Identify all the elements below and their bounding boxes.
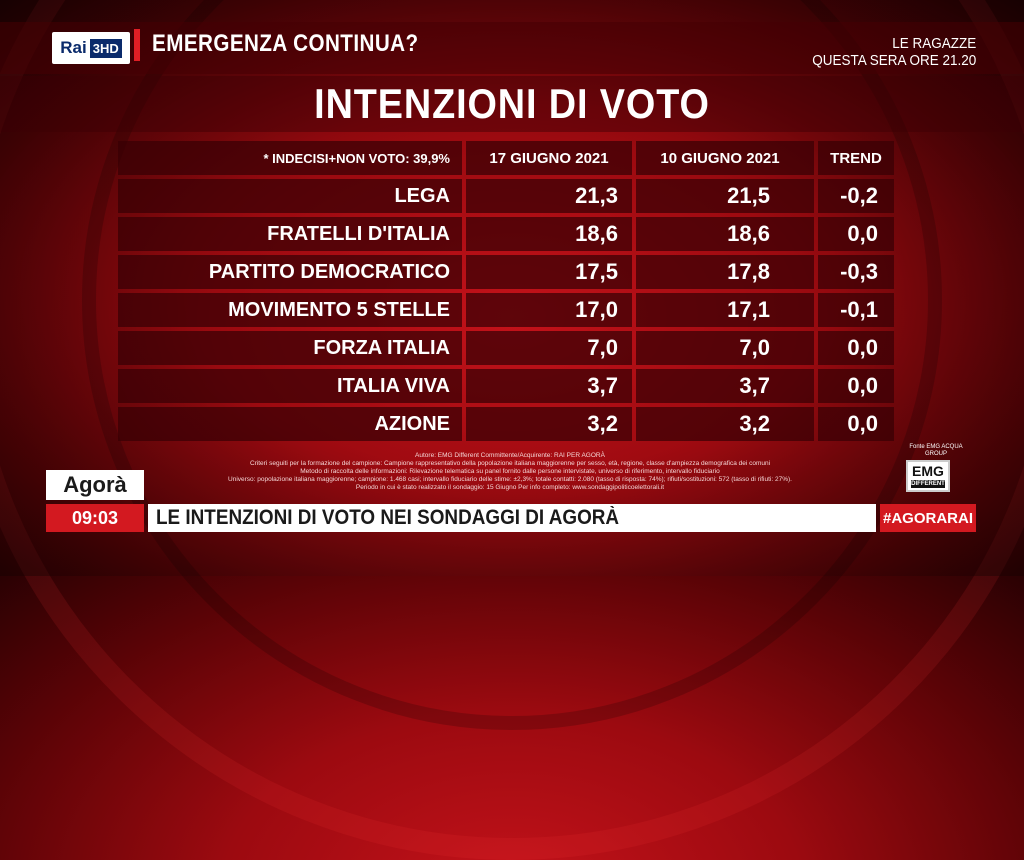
footnote-line: Universo: popolazione italiana maggioren… bbox=[228, 476, 792, 483]
title-band bbox=[0, 76, 1024, 132]
value-jun10: 3,7 bbox=[636, 369, 814, 403]
column-header-trend: TREND bbox=[818, 141, 894, 175]
value-trend: -0,2 bbox=[818, 179, 894, 213]
emg-logo: EMG DIFFERENT bbox=[906, 460, 950, 492]
value-jun17: 3,7 bbox=[466, 369, 632, 403]
hashtag-badge: #AGORARAI bbox=[880, 504, 976, 532]
party-name: FORZA ITALIA bbox=[118, 331, 462, 365]
clock: 09:03 bbox=[46, 504, 144, 532]
table-row: FRATELLI D'ITALIA 18,6 18,6 0,0 bbox=[118, 217, 898, 251]
value-jun17: 18,6 bbox=[466, 217, 632, 251]
value-trend: -0,3 bbox=[818, 255, 894, 289]
value-jun10: 7,0 bbox=[636, 331, 814, 365]
table-row: PARTITO DEMOCRATICO 17,5 17,8 -0,3 bbox=[118, 255, 898, 289]
party-name: MOVIMENTO 5 STELLE bbox=[118, 293, 462, 327]
show-name-tag: Agorà bbox=[46, 470, 144, 500]
value-trend: 0,0 bbox=[818, 369, 894, 403]
emg-logo-subtext: DIFFERENT bbox=[911, 480, 945, 488]
value-trend: 0,0 bbox=[818, 217, 894, 251]
value-jun17: 3,2 bbox=[466, 407, 632, 441]
rai3-logo: Rai 3HD bbox=[52, 32, 130, 64]
party-name: ITALIA VIVA bbox=[118, 369, 462, 403]
footnote-line: Autore: EMG Different Committente/Acquir… bbox=[415, 452, 605, 459]
poll-methodology-note: Autore: EMG Different Committente/Acquir… bbox=[170, 452, 850, 492]
value-jun10: 18,6 bbox=[636, 217, 814, 251]
top-banner bbox=[0, 22, 1024, 74]
party-name: FRATELLI D'ITALIA bbox=[118, 217, 462, 251]
emg-logo-text: EMG bbox=[912, 463, 944, 479]
table-row: AZIONE 3,2 3,2 0,0 bbox=[118, 407, 898, 441]
party-name: LEGA bbox=[118, 179, 462, 213]
value-jun17: 17,5 bbox=[466, 255, 632, 289]
undecided-note: * INDECISI+NON VOTO: 39,9% bbox=[118, 141, 462, 175]
value-jun10: 17,1 bbox=[636, 293, 814, 327]
channel-number: 3HD bbox=[89, 38, 122, 58]
table-header: * INDECISI+NON VOTO: 39,9% 17 GIUGNO 202… bbox=[118, 141, 898, 175]
rai-logo-text: Rai bbox=[60, 38, 87, 57]
page-title: INTENZIONI DI VOTO bbox=[314, 80, 710, 127]
table-row: ITALIA VIVA 3,7 3,7 0,0 bbox=[118, 369, 898, 403]
value-trend: 0,0 bbox=[818, 331, 894, 365]
poll-table: * INDECISI+NON VOTO: 39,9% 17 GIUGNO 202… bbox=[118, 141, 898, 445]
column-header-jun17: 17 GIUGNO 2021 bbox=[466, 141, 632, 175]
next-program-time: QUESTA SERA ORE 21.20 bbox=[811, 52, 976, 69]
value-jun17: 17,0 bbox=[466, 293, 632, 327]
next-program: LE RAGAZZE QUESTA SERA ORE 21.20 bbox=[812, 35, 976, 69]
table-row: FORZA ITALIA 7,0 7,0 0,0 bbox=[118, 331, 898, 365]
party-name: AZIONE bbox=[118, 407, 462, 441]
news-ticker: LE INTENZIONI DI VOTO NEI SONDAGGI DI AG… bbox=[148, 504, 876, 532]
red-accent-bar bbox=[134, 29, 140, 61]
value-jun10: 21,5 bbox=[636, 179, 814, 213]
party-name: PARTITO DEMOCRATICO bbox=[118, 255, 462, 289]
table-row: LEGA 21,3 21,5 -0,2 bbox=[118, 179, 898, 213]
footnote-line: Metodo di raccolta delle informazioni: R… bbox=[300, 468, 720, 475]
ticker-text: LE INTENZIONI DI VOTO NEI SONDAGGI DI AG… bbox=[156, 506, 620, 529]
value-trend: -0,1 bbox=[818, 293, 894, 327]
segment-title: EMERGENZA CONTINUA? bbox=[152, 30, 419, 57]
value-jun10: 17,8 bbox=[636, 255, 814, 289]
next-program-title: LE RAGAZZE bbox=[891, 35, 976, 52]
footnote-line: Periodo in cui è stato realizzato il son… bbox=[355, 484, 665, 491]
table-row: MOVIMENTO 5 STELLE 17,0 17,1 -0,1 bbox=[118, 293, 898, 327]
value-jun17: 21,3 bbox=[466, 179, 632, 213]
value-jun17: 7,0 bbox=[466, 331, 632, 365]
emg-source-label: Fonte EMG ACQUA GROUP bbox=[909, 444, 963, 457]
column-header-jun10: 10 GIUGNO 2021 bbox=[636, 141, 814, 175]
footnote-line: Criteri seguiti per la formazione del ca… bbox=[249, 460, 771, 467]
value-trend: 0,0 bbox=[818, 407, 894, 441]
value-jun10: 3,2 bbox=[636, 407, 814, 441]
